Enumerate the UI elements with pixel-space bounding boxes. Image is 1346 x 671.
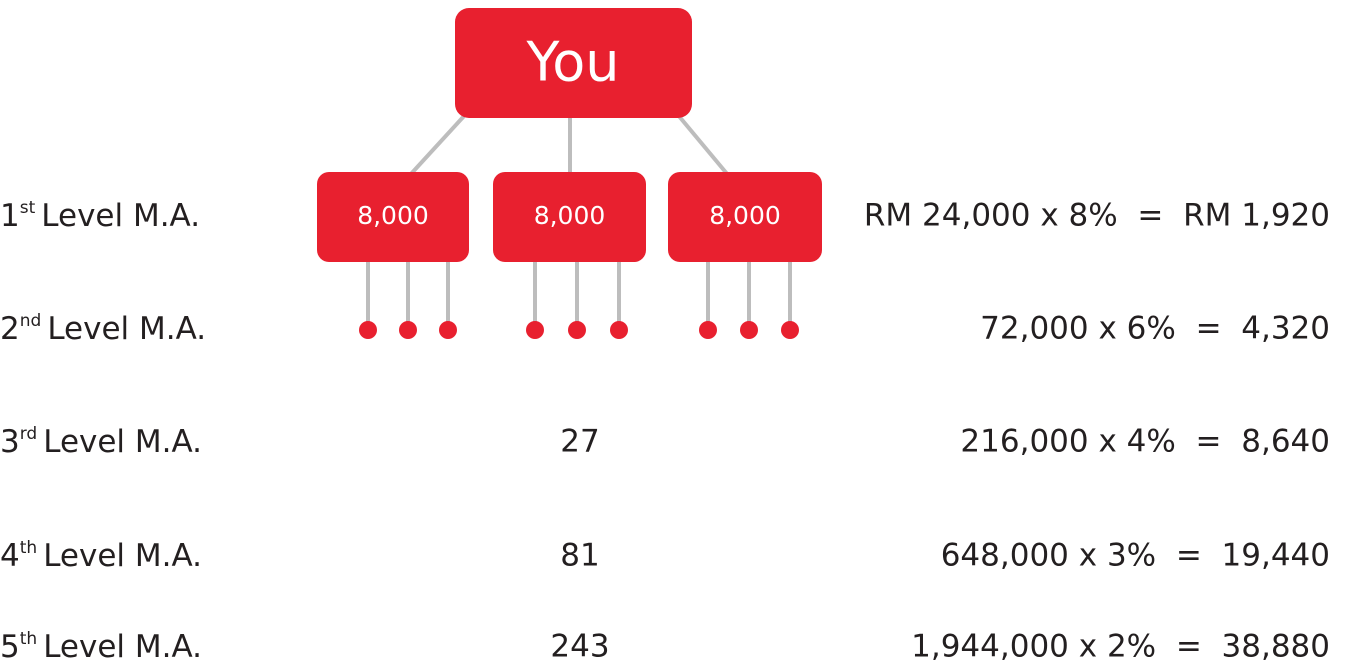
member-dot bbox=[359, 321, 377, 339]
level-text: Level M.A. bbox=[47, 311, 206, 347]
level-suffix: rd bbox=[20, 424, 37, 444]
level-label: 3rd Level M.A. bbox=[0, 424, 202, 460]
level-number: 4 bbox=[0, 538, 20, 574]
level-text: Level M.A. bbox=[43, 424, 202, 460]
commission-calc: RM 24,000 x 8% = RM 1,920 bbox=[864, 198, 1330, 234]
level-number: 3 bbox=[0, 424, 20, 460]
commission-calc: 72,000 x 6% = 4,320 bbox=[980, 311, 1330, 347]
level-text: Level M.A. bbox=[43, 538, 202, 574]
child-label: 8,000 bbox=[357, 201, 429, 230]
level-suffix: th bbox=[20, 629, 37, 649]
connector bbox=[676, 113, 730, 177]
level-label: 5th Level M.A. bbox=[0, 629, 202, 665]
root-label: You bbox=[525, 31, 619, 94]
level-number: 2 bbox=[0, 311, 20, 347]
member-dot bbox=[699, 321, 717, 339]
child-node bbox=[317, 172, 469, 262]
level-number: 1 bbox=[0, 198, 20, 234]
member-dot bbox=[610, 321, 628, 339]
level-text: Level M.A. bbox=[41, 198, 200, 234]
level-text: Level M.A. bbox=[43, 629, 202, 665]
member-dot bbox=[526, 321, 544, 339]
member-count: 81 bbox=[560, 538, 599, 574]
level-number: 5 bbox=[0, 629, 20, 665]
commission-calc: 216,000 x 4% = 8,640 bbox=[960, 424, 1330, 460]
level-suffix: nd bbox=[20, 311, 42, 331]
commission-calc: 1,944,000 x 2% = 38,880 bbox=[911, 629, 1330, 665]
connectors bbox=[408, 113, 730, 177]
member-dot bbox=[399, 321, 417, 339]
level-suffix: st bbox=[20, 198, 36, 218]
level-label: 1st Level M.A. bbox=[0, 198, 200, 234]
level-label: 2nd Level M.A. bbox=[0, 311, 206, 347]
member-dot bbox=[439, 321, 457, 339]
member-dot bbox=[568, 321, 586, 339]
member-count: 243 bbox=[550, 629, 609, 665]
child-node bbox=[668, 172, 822, 262]
level-label: 4th Level M.A. bbox=[0, 538, 202, 574]
commission-calc: 648,000 x 3% = 19,440 bbox=[941, 538, 1330, 574]
child-label: 8,000 bbox=[534, 201, 606, 230]
level-suffix: th bbox=[20, 538, 37, 558]
member-dot bbox=[740, 321, 758, 339]
member-dot bbox=[781, 321, 799, 339]
root-node bbox=[455, 8, 692, 118]
connector bbox=[408, 113, 467, 177]
member-count: 27 bbox=[560, 424, 599, 460]
child-label: 8,000 bbox=[709, 201, 781, 230]
child-node bbox=[493, 172, 646, 262]
